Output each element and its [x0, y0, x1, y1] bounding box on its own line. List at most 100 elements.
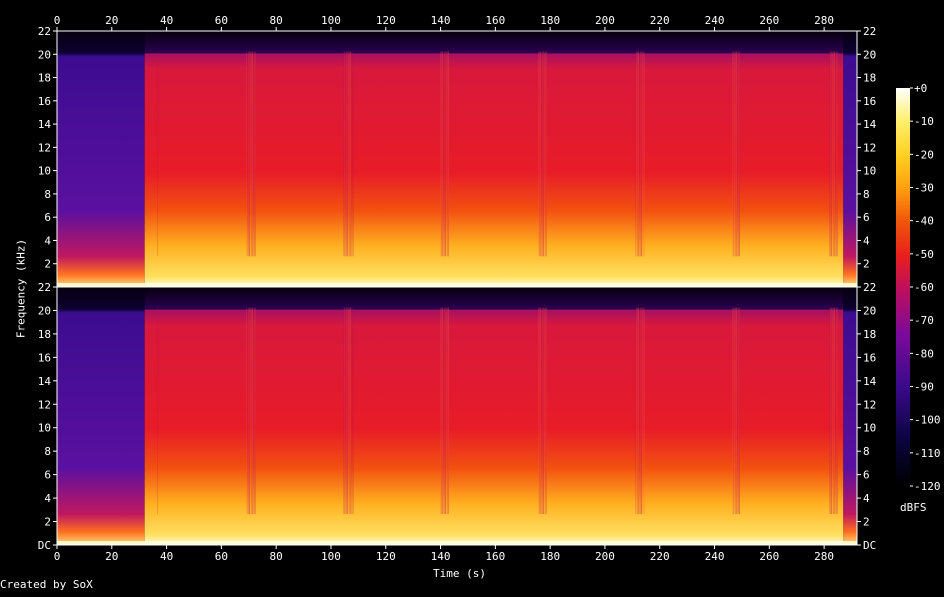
spectral-streak: [832, 51, 835, 257]
y-tick-label-right: 18: [863, 72, 876, 85]
spectral-streak: [831, 307, 832, 515]
spectral-streak: [348, 51, 351, 257]
spectral-streak: [545, 307, 547, 515]
spectrogram-channel-2-segment-1: [57, 287, 145, 545]
y-tick-label-right: 16: [863, 351, 876, 364]
spectral-streak: [640, 51, 642, 257]
spectral-streak: [638, 307, 639, 515]
x-tick-label-top: 160: [485, 14, 505, 27]
spectral-streak: [732, 307, 734, 515]
spectral-streak: [835, 51, 838, 257]
x-tick-label-bottom: 280: [814, 550, 834, 563]
colorbar-scale: [896, 88, 910, 486]
y-tick-label-right: 12: [863, 398, 876, 411]
spectral-streak: [248, 307, 250, 515]
y-tick-label-right: 4: [863, 492, 870, 505]
spectrogram-channel-2-segment-2: [144, 287, 844, 545]
colorbar-tick-label: -100: [914, 414, 941, 427]
x-tick-label-bottom: 180: [540, 550, 560, 563]
spectral-streak: [834, 51, 835, 257]
spectral-streak: [833, 307, 835, 515]
y-tick-label-right: 16: [863, 95, 876, 108]
spectral-streak: [637, 51, 639, 257]
y-tick-label-right: 20: [863, 304, 876, 317]
y-tick-label-right: 20: [863, 48, 876, 61]
x-tick-label-top: 280: [814, 14, 834, 27]
spectral-streak: [446, 51, 449, 257]
plot-frame-channel-2: [56, 286, 858, 546]
x-tick-label-bottom: 40: [160, 550, 173, 563]
x-tick-label-top: 140: [431, 14, 451, 27]
spectral-streak: [735, 51, 737, 257]
y-tick-label-left: 20: [38, 48, 51, 61]
x-tick-label-top: 120: [376, 14, 396, 27]
spectral-streak: [736, 51, 737, 257]
spectral-streak: [250, 51, 253, 257]
y-tick-label-left: 22: [38, 25, 51, 38]
y-tick-label-left: 20: [38, 304, 51, 317]
spectral-streak: [540, 51, 541, 257]
spectral-streak: [540, 307, 541, 515]
spectral-streak: [253, 51, 256, 257]
spectral-streak: [829, 51, 832, 257]
spectral-streak: [543, 51, 544, 257]
y-tick-label-left: 2: [44, 258, 51, 271]
spectral-streak: [448, 51, 449, 257]
spectrogram-channel-1-segment-2: [144, 31, 844, 287]
spectral-streak: [444, 307, 446, 515]
spectral-streak: [349, 51, 351, 257]
spectral-streak: [544, 51, 547, 257]
spectral-streak: [542, 307, 544, 515]
spectral-streak: [441, 51, 443, 257]
x-tick-label-bottom: 220: [650, 550, 670, 563]
spectral-streak: [542, 51, 544, 257]
spectral-streak: [346, 307, 348, 515]
y-tick-label-left: 8: [44, 445, 51, 458]
y-tick-label-right: 4: [863, 234, 870, 247]
spectral-streak: [635, 51, 636, 257]
spectral-streak: [543, 307, 544, 515]
spectral-streak: [157, 51, 158, 257]
y-tick-label-left: 4: [44, 234, 51, 247]
x-tick-label-bottom: 100: [321, 550, 341, 563]
y-tick-label-right: 10: [863, 422, 876, 435]
spectral-streak: [738, 307, 740, 515]
x-tick-label-top: 20: [105, 14, 118, 27]
spectral-streak: [829, 307, 832, 515]
spectral-streak: [246, 307, 247, 515]
spectral-streak: [445, 51, 446, 257]
spectral-streak: [251, 51, 253, 257]
colorbar-tick-label: -10: [914, 115, 934, 128]
x-tick-label-top: 200: [595, 14, 615, 27]
spectral-streak: [345, 307, 348, 515]
spectral-streak: [447, 51, 449, 257]
spectral-streak: [831, 51, 832, 257]
spectral-streak: [834, 307, 835, 515]
x-tick-label-top: 180: [540, 14, 560, 27]
spectral-streak: [441, 307, 443, 515]
spectral-streak: [254, 307, 256, 515]
x-axis-label: Time (s): [433, 567, 486, 580]
y-tick-label-left: 22: [38, 281, 51, 294]
x-tick-label-bottom: 0: [54, 550, 61, 563]
colorbar-tick-label: -70: [914, 314, 934, 327]
spectral-streak: [448, 307, 449, 515]
spectral-streak: [737, 307, 740, 515]
spectral-streak: [157, 307, 158, 515]
spectral-streak: [541, 51, 544, 257]
spectral-streak: [444, 51, 446, 257]
spectral-streak: [344, 51, 345, 257]
y-tick-label-left: 2: [44, 516, 51, 529]
colorbar-tick-label: -120: [914, 480, 941, 493]
x-tick-label-bottom: 60: [215, 550, 228, 563]
x-tick-label-bottom: 20: [105, 550, 118, 563]
spectral-streak: [247, 307, 250, 515]
spectral-streak: [249, 307, 250, 515]
y-tick-label-left: 14: [38, 118, 52, 131]
spectral-streak: [250, 307, 253, 515]
x-tick-label-top: 100: [321, 14, 341, 27]
y-tick-label-left: 16: [38, 351, 51, 364]
spectral-streak: [739, 51, 740, 257]
spectral-streak: [442, 307, 443, 515]
